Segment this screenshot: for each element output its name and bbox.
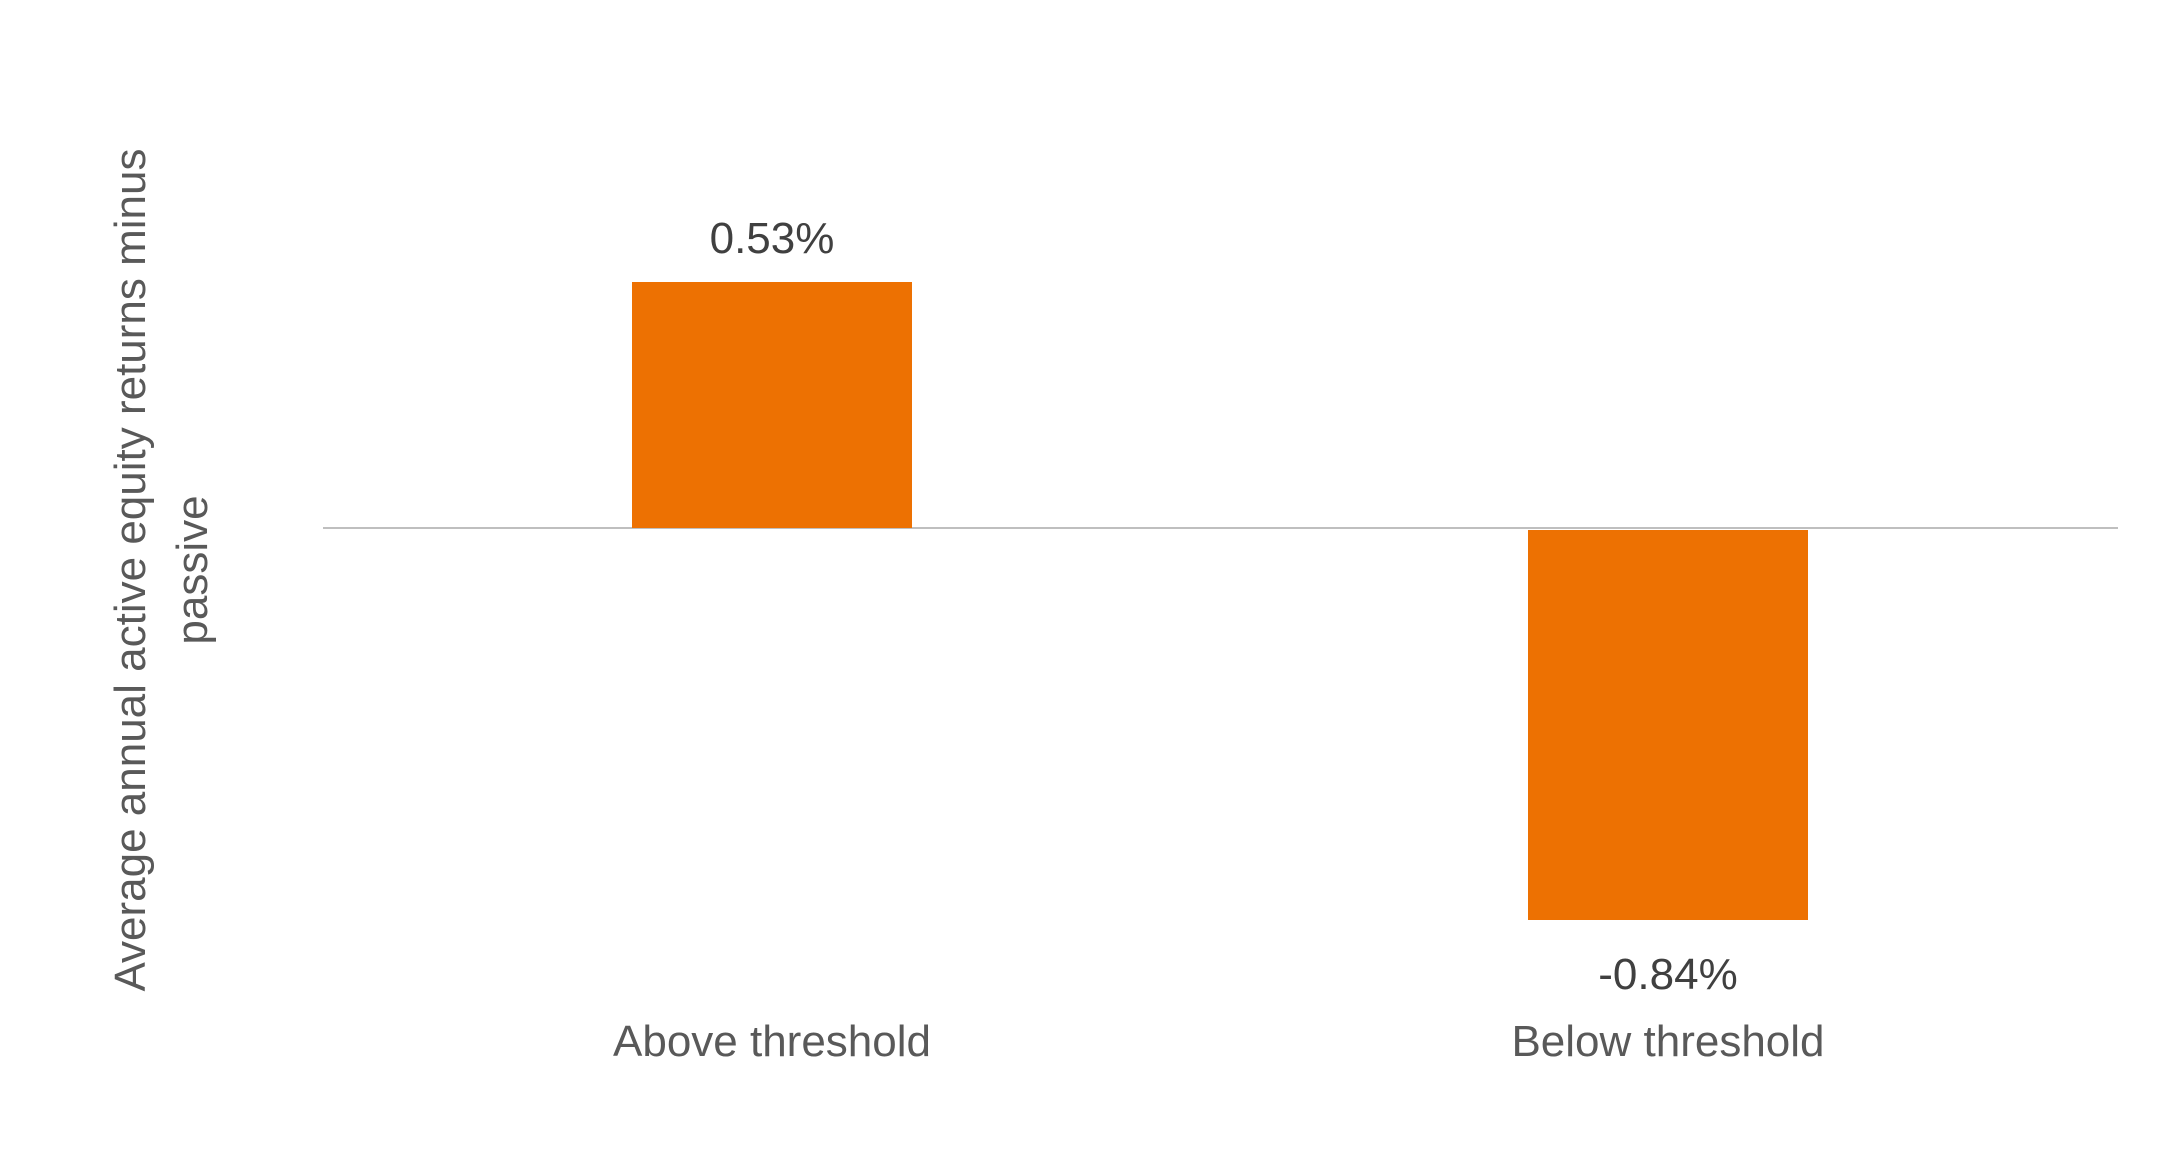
value-label-above-threshold: 0.53% bbox=[709, 214, 835, 264]
category-label-above-threshold: Above threshold bbox=[613, 1017, 931, 1066]
bar-above-threshold bbox=[632, 282, 912, 528]
y-axis-title: Average annual active equity returns min… bbox=[106, 148, 217, 992]
bar-below-threshold bbox=[1528, 530, 1808, 920]
category-label-below-threshold: Below threshold bbox=[1511, 1017, 1825, 1066]
value-label-below-threshold: -0.84% bbox=[1598, 949, 1738, 999]
zero-axis-line bbox=[323, 527, 2118, 529]
